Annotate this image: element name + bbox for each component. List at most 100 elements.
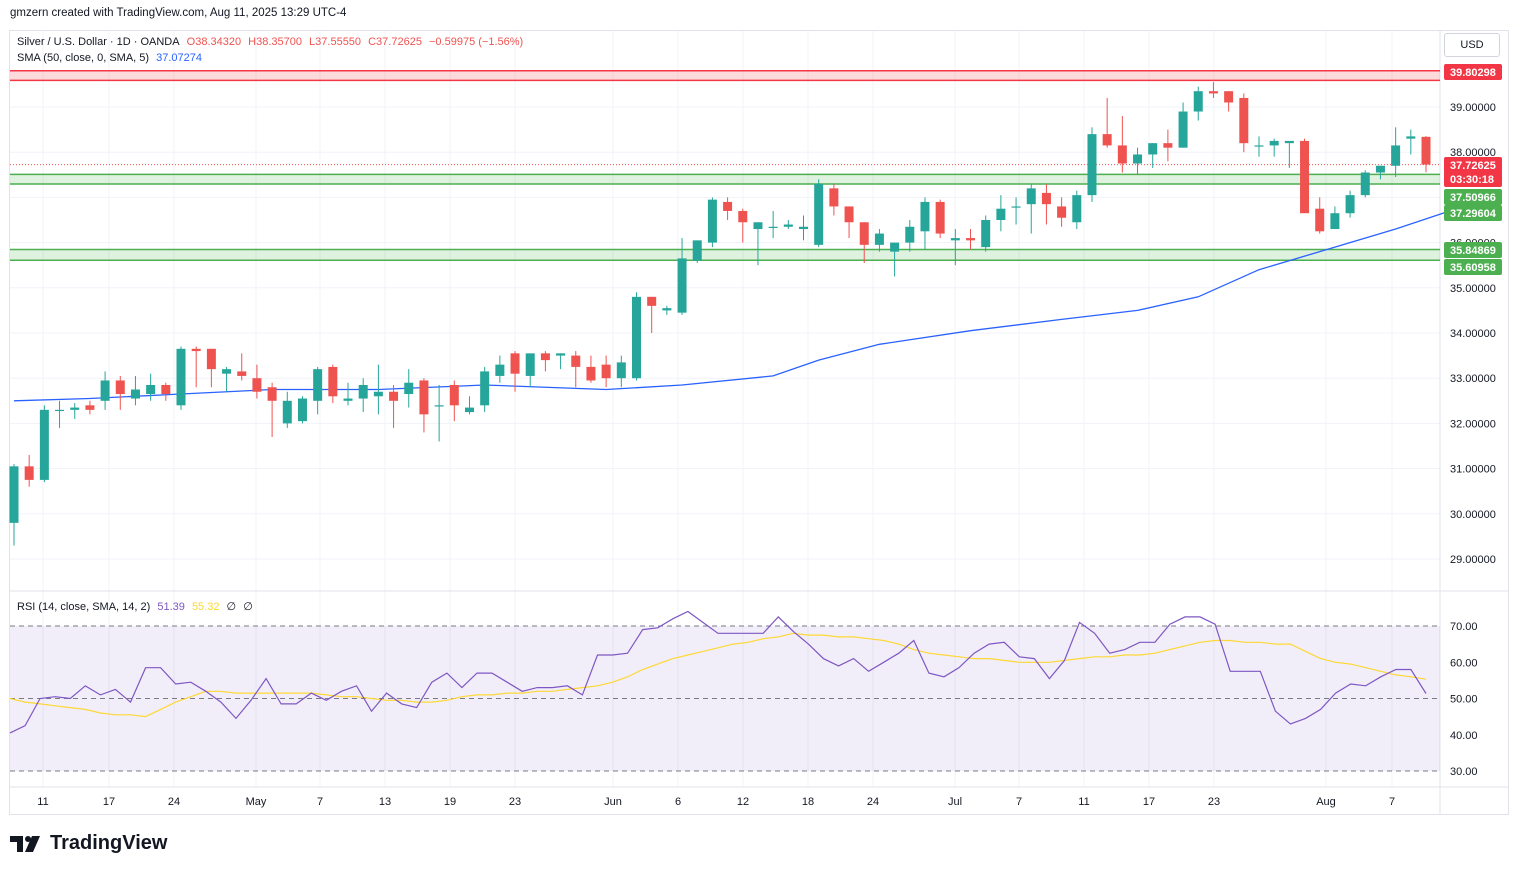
candle-body <box>1148 143 1158 155</box>
candle-body <box>1072 195 1082 223</box>
rsi-label[interactable]: RSI (14, close, SMA, 14, 2) <box>17 601 151 613</box>
candle-body <box>753 222 763 230</box>
candle-body <box>1254 145 1264 147</box>
candle-body <box>890 242 900 252</box>
candle-body <box>723 201 733 211</box>
zone-2 <box>10 249 1440 261</box>
candle-body <box>859 222 869 245</box>
candle-body <box>449 384 459 406</box>
price-badge <box>1444 259 1502 275</box>
change-value: −0.59975 (−1.56%) <box>429 36 524 48</box>
candle-body <box>343 398 353 401</box>
price-tick-label: 39.00000 <box>1450 102 1496 114</box>
candle-body <box>844 206 854 223</box>
price-tick-label: 33.00000 <box>1450 373 1496 385</box>
price-badge-text: 35.84869 <box>1450 245 1496 257</box>
candle-body <box>1133 154 1143 164</box>
candle-body <box>571 355 581 367</box>
candle-body <box>905 226 915 243</box>
candle-body <box>1375 165 1385 173</box>
currency-button[interactable]: USD <box>1444 33 1500 57</box>
candle-body <box>981 220 991 248</box>
time-tick-label: 7 <box>1389 796 1395 808</box>
time-tick-label: 17 <box>103 796 115 808</box>
candle-body <box>950 238 960 241</box>
price-legend: Silver / U.S. Dollar · 1D · OANDA O38.34… <box>17 36 527 48</box>
chart-frame <box>9 30 1509 815</box>
candle-body <box>738 210 748 223</box>
time-tick-label: Jul <box>948 796 962 808</box>
candle-body <box>1300 140 1310 214</box>
candle-body <box>510 353 520 374</box>
candle-body <box>313 369 323 401</box>
candle-body <box>768 226 778 228</box>
candle-body <box>1421 136 1431 165</box>
candle-body <box>176 348 186 406</box>
candle-body <box>677 258 687 313</box>
candle-body <box>115 380 125 395</box>
symbol-title[interactable]: Silver / U.S. Dollar · 1D · OANDA <box>17 36 180 48</box>
candle-body <box>85 405 95 410</box>
candle-body <box>434 405 444 407</box>
candle-body <box>419 380 429 415</box>
time-tick-label: 24 <box>168 796 180 808</box>
candle-body <box>631 296 641 379</box>
candle-body <box>1117 145 1127 164</box>
rsi-line <box>9 610 1427 734</box>
price-badge-text: 37.50966 <box>1450 192 1496 204</box>
time-tick-label: Jun <box>604 796 622 808</box>
candle-body <box>647 296 657 306</box>
candle-body <box>799 226 809 230</box>
time-tick-label: Aug <box>1316 796 1336 808</box>
price-badge-text: 03:30:18 <box>1450 174 1494 186</box>
candle-body <box>24 466 34 480</box>
zone-0 <box>10 70 1440 81</box>
candle-body <box>267 387 277 401</box>
candle-body <box>525 353 535 376</box>
candle-body <box>1330 213 1340 230</box>
price-badge <box>1444 64 1502 80</box>
price-badge-text: 37.72625 <box>1450 160 1496 172</box>
candle-body <box>480 371 490 406</box>
candle-body <box>1041 192 1051 205</box>
sma-line <box>13 203 1472 402</box>
time-tick-label: 19 <box>444 796 456 808</box>
candle-body <box>1057 206 1067 218</box>
candle-body <box>1011 206 1021 208</box>
candle-body <box>282 400 292 424</box>
price-badge <box>1444 171 1502 187</box>
price-tick-label: 32.00000 <box>1450 418 1496 430</box>
price-badge-text: 35.60958 <box>1450 262 1496 274</box>
price-badge <box>1444 205 1502 221</box>
candle-body <box>783 224 793 227</box>
candle-body <box>222 369 232 374</box>
time-tick-label: 11 <box>1078 796 1089 808</box>
candle-body <box>1391 145 1401 166</box>
candle-body <box>1208 91 1218 94</box>
sma-value: 37.07274 <box>156 52 203 64</box>
price-tick-label: 35.00000 <box>1450 283 1496 295</box>
candle-body <box>373 391 383 397</box>
rsi-tick-label: 70.00 <box>1450 621 1478 633</box>
candle-body <box>1315 208 1325 232</box>
sma-label[interactable]: SMA (50, close, 0, SMA, 5) <box>17 52 150 64</box>
candle-body <box>55 409 65 412</box>
candle-body <box>161 384 171 395</box>
candle-body <box>692 240 702 261</box>
candle-body <box>707 199 717 243</box>
time-tick-label: 23 <box>1208 796 1220 808</box>
candle-body <box>358 384 368 399</box>
time-tick-label: 17 <box>1143 796 1155 808</box>
candle-body <box>814 183 824 245</box>
candle-body <box>389 391 399 401</box>
candle-body <box>540 353 550 361</box>
price-badge-text: 37.29604 <box>1450 208 1497 220</box>
candle-body <box>1239 97 1249 144</box>
candle-body <box>1193 91 1203 112</box>
candle-body <box>586 366 596 381</box>
low-value: L37.55550 <box>309 36 362 48</box>
candle-body <box>206 348 216 370</box>
time-tick-label: May <box>246 796 267 808</box>
rsi-value: 51.39 <box>157 601 185 613</box>
